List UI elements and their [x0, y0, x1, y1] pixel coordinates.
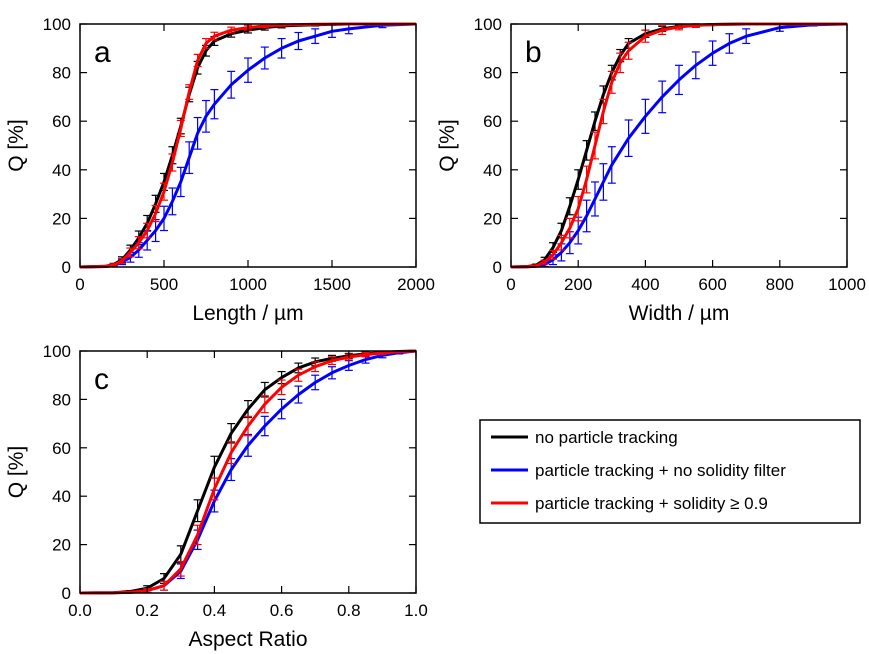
y-tick-label: 40: [52, 487, 71, 506]
y-tick-label: 80: [483, 64, 502, 83]
panel-letter-c: c: [94, 363, 109, 396]
x-tick-label: 600: [698, 275, 726, 294]
x-tick-label: 1000: [229, 275, 267, 294]
y-tick-label: 0: [493, 258, 502, 277]
y-tick-label: 40: [52, 161, 71, 180]
x-tick-label: 0.0: [68, 601, 92, 620]
series-line-solidity: [79, 349, 417, 595]
panel-letter-b: b: [525, 36, 542, 69]
y-tick-label: 0: [62, 258, 71, 277]
series-line-no-tracking: [79, 349, 417, 595]
series-solidity-a: [79, 22, 416, 269]
y-tick-label: 80: [52, 390, 71, 409]
x-axis-label-c: Aspect Ratio: [188, 628, 307, 651]
y-axis-label-a: Q [%]: [5, 119, 28, 172]
legend-label-solidity: particle tracking + solidity ≥ 0.9: [535, 494, 768, 513]
series-line-no-solidity: [510, 22, 848, 269]
x-tick-label: 0.4: [203, 601, 227, 620]
panel-c: 0.0 0.2 0.4 0.6 0.8 1.0 0 20 40 60 80 100 Aspect Rat…: [5, 342, 428, 651]
x-tick-label: 0: [506, 275, 515, 294]
x-tick-label: 800: [766, 275, 794, 294]
y-axis-label-c: Q [%]: [5, 446, 28, 499]
series-solidity-c: [79, 349, 417, 595]
panel-letter-a: a: [94, 36, 111, 69]
series-no-tracking-c: [79, 349, 417, 595]
x-tick-label: 400: [631, 275, 659, 294]
y-axis-label-b: Q [%]: [436, 119, 459, 172]
y-tick-label: 80: [52, 64, 71, 83]
y-tick-label: 60: [483, 112, 502, 131]
x-tick-label: 0.8: [337, 601, 361, 620]
x-tick-label: 0: [75, 275, 84, 294]
y-tick-label: 0: [62, 584, 71, 603]
y-tick-label: 20: [52, 536, 71, 555]
legend: no particle tracking particle tracking +…: [479, 419, 861, 524]
y-tick-label: 100: [474, 15, 502, 34]
y-tick-label: 40: [483, 161, 502, 180]
y-tick-label: 100: [43, 342, 71, 361]
legend-frame: [479, 419, 861, 524]
series-line-solidity: [79, 22, 416, 269]
plot-frame-c: [79, 350, 417, 594]
y-tick-label: 60: [52, 439, 71, 458]
legend-label-no-solidity: particle tracking + no solidity filter: [535, 461, 786, 480]
series-no-tracking-b: [510, 22, 847, 269]
x-tick-label: 500: [150, 275, 178, 294]
x-axis-label-a: Length / µm: [192, 302, 303, 325]
x-tick-label: 1500: [313, 275, 351, 294]
x-tick-label: 200: [564, 275, 592, 294]
plot-frame-b: [510, 23, 848, 268]
x-tick-label: 0.2: [135, 601, 159, 620]
y-tick-label: 100: [43, 15, 71, 34]
x-tick-label: 2000: [397, 275, 435, 294]
legend-label-no-tracking: no particle tracking: [535, 428, 678, 447]
y-tick-label: 20: [483, 209, 502, 228]
x-axis-label-b: Width / µm: [629, 302, 730, 325]
series-line-solidity: [510, 22, 847, 269]
series-line-no-tracking: [510, 22, 847, 269]
series-no-solidity-a: [79, 22, 417, 269]
panel-a: 0 500 1000 1500 2000 0 20 40 60 80 100 Length / µm Q…: [5, 15, 435, 325]
y-tick-label: 20: [52, 209, 71, 228]
x-tick-label: 1.0: [404, 601, 428, 620]
x-tick-label: 0.6: [270, 601, 294, 620]
x-tick-label: 1000: [828, 275, 866, 294]
series-no-solidity-c: [79, 349, 417, 595]
series-line-no-solidity: [79, 349, 417, 595]
y-tick-label: 60: [52, 112, 71, 131]
panel-b: 0 200 400 600 800 1000 0 20 40 60 80 100 Width / µm Q…: [436, 15, 866, 325]
